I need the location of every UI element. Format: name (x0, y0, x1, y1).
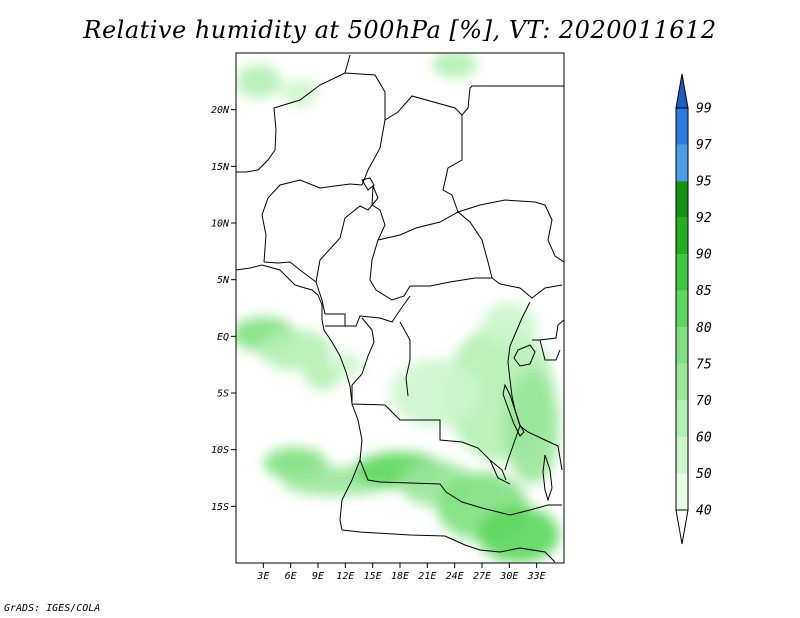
lon-tick-label: 3E (256, 571, 269, 582)
colorbar-label: 97 (696, 138, 712, 153)
lon-tick-label: 21E (418, 571, 436, 582)
colorbar-segment (676, 473, 688, 510)
coastline (236, 264, 353, 405)
lat-tick-label: 15S (211, 502, 229, 513)
country-borders (236, 54, 564, 563)
humidity-patch (477, 506, 560, 563)
colorbar-label: 80 (696, 321, 712, 336)
lon-tick-label: 33E (527, 571, 546, 582)
lat-axis: 20N 15N 10N 5N EQ 5S 10S 15S (211, 105, 236, 513)
colorbar-segment (676, 181, 688, 218)
colorbar-low-arrow (675, 509, 689, 545)
lon-tick-label: 30E (499, 571, 518, 582)
colorbar-segment (676, 436, 688, 474)
colorbar-segment (676, 217, 688, 255)
colorbar-segment (676, 144, 688, 182)
colorbar-label: 99 (696, 102, 712, 117)
colorbar-segment (676, 108, 688, 145)
lat-tick-label: 5N (217, 275, 230, 286)
lon-tick-label: 12E (336, 571, 354, 582)
colorbar-segment (676, 290, 688, 328)
lon-tick-label: 18E (391, 571, 409, 582)
colorbar-segment (676, 363, 688, 401)
lake-tanganyika (502, 383, 525, 437)
lat-tick-label: 10S (211, 445, 229, 456)
colorbar-label: 95 (696, 175, 712, 190)
colorbar-label: 50 (696, 467, 712, 482)
colorbar-segment (676, 400, 688, 437)
humidity-patch (281, 79, 318, 107)
colorbar-segment (676, 327, 688, 364)
lat-tick-label: EQ (217, 332, 229, 343)
lon-tick-label: 27E (473, 571, 491, 582)
colorbar-frame (675, 107, 689, 511)
humidity-patch (390, 359, 483, 427)
lat-tick-label: 5S (217, 389, 229, 400)
lake-chad (361, 177, 375, 191)
border-lines (236, 54, 564, 563)
colorbar: 40 50 60 70 75 80 85 90 92 95 97 99 (675, 73, 712, 545)
lon-tick-label: 15E (364, 571, 382, 582)
lat-tick-label: 20N (211, 105, 230, 116)
humidity-patch (482, 302, 537, 348)
colorbar-label: 40 (696, 504, 712, 519)
colorbar-label: 70 (696, 394, 712, 409)
colorbar-high-arrow (675, 73, 689, 109)
colorbar-label: 90 (696, 248, 712, 263)
humidity-patch (431, 53, 478, 78)
humidity-patch (504, 370, 560, 484)
lake-victoria (513, 344, 536, 367)
humidity-patch (236, 64, 282, 99)
colorbar-label: 92 (696, 211, 712, 226)
colorbar-label: 60 (696, 430, 712, 445)
lake-malawi (542, 454, 553, 502)
colorbar-label: 85 (696, 284, 712, 299)
colorbar-segment (676, 254, 688, 291)
lon-tick-label: 6E (285, 571, 297, 582)
lon-axis: 3E 6E 9E 12E 15E 18E 21E 24E 27E 30E 33E (256, 563, 546, 582)
lon-tick-label: 24E (446, 571, 464, 582)
chart-title: Relative humidity at 500hPa [%], VT: 202… (83, 16, 717, 44)
humidity-patch (327, 353, 364, 376)
colorbar-label: 75 (696, 357, 712, 372)
humidity-patch (258, 329, 332, 371)
lat-tick-label: 15N (211, 162, 230, 173)
lon-tick-label: 9E (312, 571, 324, 582)
grads-credit: GrADS: IGES/COLA (4, 603, 101, 614)
lat-tick-label: 10N (211, 219, 230, 230)
